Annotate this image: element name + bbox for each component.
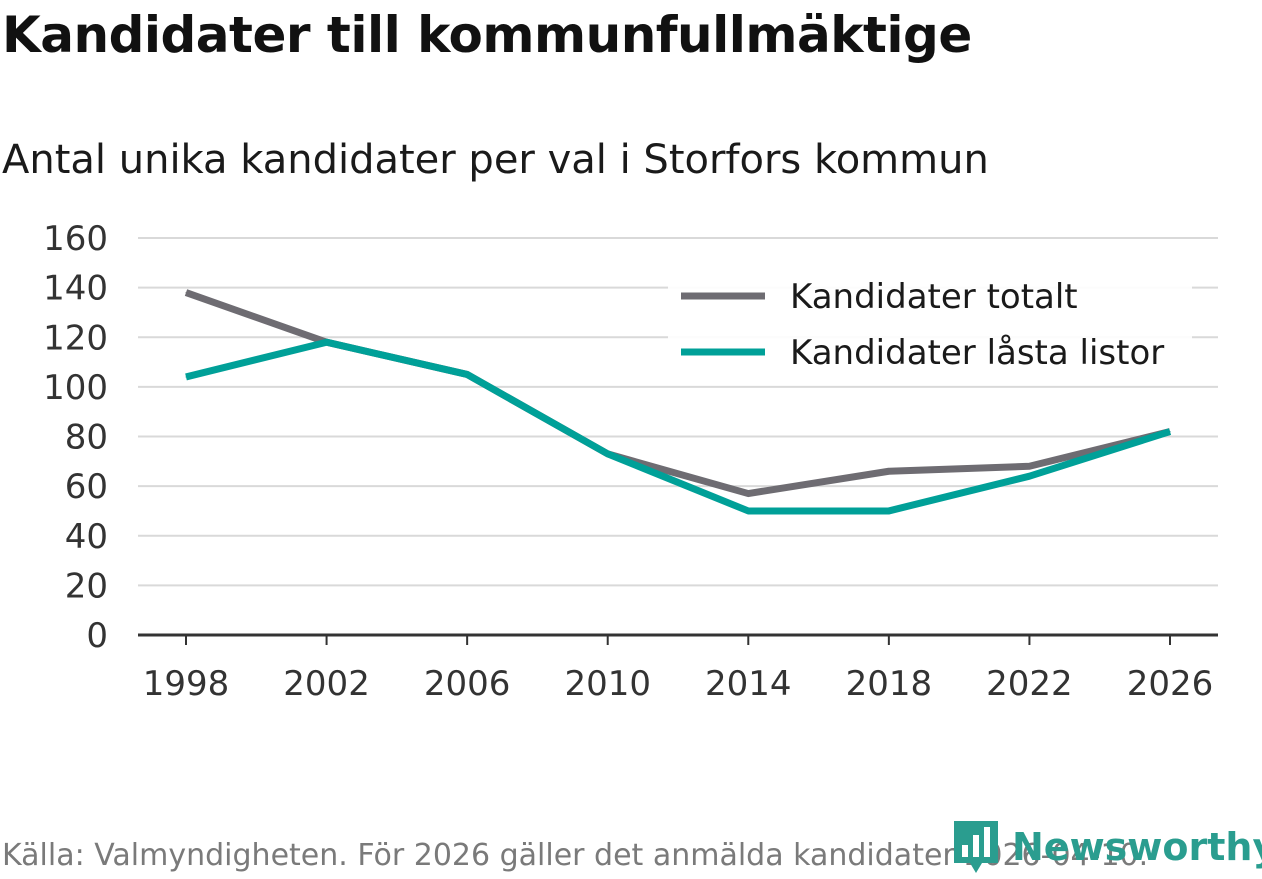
brand-logo: Newsworthy xyxy=(952,819,1262,875)
y-tick-label: 20 xyxy=(65,566,108,606)
data-point xyxy=(888,510,890,512)
y-tick-label: 0 xyxy=(86,616,108,656)
data-point xyxy=(466,373,468,375)
data-point xyxy=(1028,465,1030,467)
data-point xyxy=(1169,431,1171,433)
y-tick-label: 100 xyxy=(43,368,108,408)
legend-box xyxy=(668,268,1192,384)
x-tick-label: 2010 xyxy=(564,664,651,704)
y-tick-label: 140 xyxy=(43,269,108,309)
x-tick-label: 2018 xyxy=(846,664,933,704)
data-point xyxy=(888,470,890,472)
chart-title: Kandidater till kommunfullmäktige xyxy=(2,6,972,64)
data-point xyxy=(607,453,609,455)
x-tick-label: 2006 xyxy=(424,664,511,704)
y-tick-label: 120 xyxy=(43,318,108,358)
x-tick-label: 2026 xyxy=(1127,664,1214,704)
x-tick-label: 1998 xyxy=(143,664,230,704)
data-point xyxy=(747,510,749,512)
y-tick-label: 40 xyxy=(65,517,108,557)
series-line-locked xyxy=(185,338,1172,515)
data-point xyxy=(185,292,187,294)
data-point xyxy=(326,341,328,343)
y-tick-label: 160 xyxy=(43,219,108,259)
x-tick-label: 2022 xyxy=(986,664,1073,704)
data-point xyxy=(747,493,749,495)
legend-label: Kandidater totalt xyxy=(790,277,1078,317)
data-point xyxy=(1028,475,1030,477)
chart-subtitle: Antal unika kandidater per val i Storfor… xyxy=(2,137,989,183)
brand-name: Newsworthy xyxy=(1012,825,1262,869)
x-tick-label: 2014 xyxy=(705,664,792,704)
legend-label: Kandidater låsta listor xyxy=(790,333,1164,373)
data-point xyxy=(185,376,187,378)
y-tick-label: 80 xyxy=(65,418,108,458)
y-tick-label: 60 xyxy=(65,467,108,507)
x-tick-label: 2002 xyxy=(283,664,370,704)
bar-chart-icon xyxy=(954,821,998,873)
